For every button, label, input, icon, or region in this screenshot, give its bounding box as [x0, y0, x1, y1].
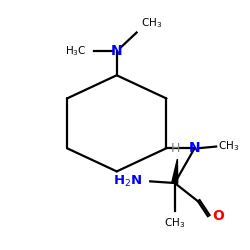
Text: H: H	[171, 142, 180, 154]
Text: CH$_3$: CH$_3$	[141, 16, 162, 30]
Text: N: N	[111, 44, 122, 59]
Text: H$_3$C: H$_3$C	[65, 44, 87, 58]
Text: CH$_3$: CH$_3$	[218, 140, 239, 153]
Text: CH$_3$: CH$_3$	[164, 216, 185, 230]
Text: N: N	[189, 141, 200, 155]
Text: H$_2$N: H$_2$N	[113, 174, 142, 189]
Polygon shape	[172, 159, 178, 183]
Text: O: O	[212, 209, 224, 223]
